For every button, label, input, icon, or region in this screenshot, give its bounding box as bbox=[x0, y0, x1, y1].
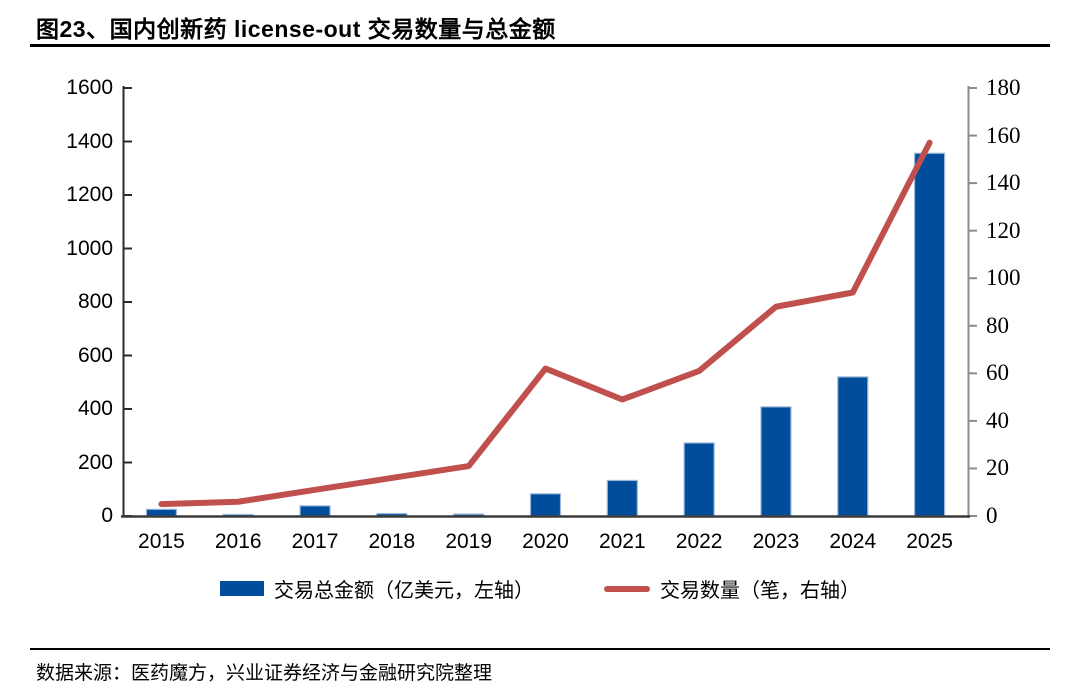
left-axis-tick-label: 1000 bbox=[66, 236, 113, 260]
left-axis-tick-label: 1400 bbox=[66, 129, 113, 153]
right-axis-tick-label: 60 bbox=[986, 360, 1009, 386]
line-series-swatch bbox=[604, 585, 650, 592]
x-axis-label-2022: 2022 bbox=[675, 530, 723, 553]
bar-2015 bbox=[145, 508, 178, 517]
left-axis-tick-label: 800 bbox=[77, 290, 113, 313]
figure-title: 图23、国内创新药 license-out 交易数量与总金额 bbox=[36, 16, 556, 42]
left-axis-tick-label: 1200 bbox=[66, 183, 113, 206]
data-source-note: 数据来源：医药魔方，兴业证券经济与金融研究院整理 bbox=[36, 663, 493, 684]
left-axis-tick-label: 200 bbox=[77, 450, 113, 474]
right-axis-tick-label: 0 bbox=[986, 503, 998, 528]
right-axis-tick-label: 20 bbox=[986, 455, 1009, 481]
bar-2023 bbox=[760, 406, 792, 517]
x-axis-label-2017: 2017 bbox=[291, 530, 339, 553]
bar-2025 bbox=[913, 152, 946, 517]
left-axis-tick-label: 600 bbox=[77, 343, 113, 367]
x-axis-label-2019: 2019 bbox=[445, 530, 493, 553]
right-axis-tick-label: 140 bbox=[986, 170, 1021, 196]
x-axis-label-2021: 2021 bbox=[598, 530, 646, 553]
right-axis-tick-label: 80 bbox=[986, 312, 1009, 338]
right-axis-tick-label: 40 bbox=[986, 407, 1009, 433]
x-axis-label-2024: 2024 bbox=[829, 530, 877, 553]
bar-2020 bbox=[529, 493, 562, 517]
chart-legend: 交易总金额（亿美元，左轴） 交易数量（笔，右轴） bbox=[0, 574, 1080, 603]
legend-item-amount: 交易总金额（亿美元，左轴） bbox=[220, 574, 534, 603]
bar-2024 bbox=[837, 376, 869, 517]
legend-label-amount: 交易总金额（亿美元，左轴） bbox=[274, 580, 534, 602]
title-underline bbox=[30, 44, 1050, 47]
bar-series-swatch bbox=[220, 581, 264, 596]
right-axis-tick-label: 160 bbox=[986, 122, 1021, 148]
left-axis-tick-label: 400 bbox=[77, 397, 113, 420]
legend-item-count: 交易数量（笔，右轴） bbox=[604, 574, 860, 603]
x-axis-label-2015: 2015 bbox=[138, 530, 185, 553]
x-axis-label-2016: 2016 bbox=[214, 530, 262, 553]
right-axis-tick-label: 100 bbox=[986, 265, 1021, 291]
chart-plot-svg bbox=[121, 86, 977, 518]
left-axis-tick-label: 1600 bbox=[66, 76, 113, 99]
combo-chart: 0 200 400 600 800 1000 1200 1400 1600 0 20 40 60 80 1… bbox=[0, 52, 1080, 572]
x-axis-label-2025: 2025 bbox=[906, 530, 953, 553]
footer-divider bbox=[30, 648, 1050, 650]
deal-count-line bbox=[158, 139, 933, 508]
right-axis-tick-label: 120 bbox=[986, 217, 1021, 243]
right-axis-tick-label: 180 bbox=[986, 75, 1021, 100]
bar-2021 bbox=[606, 479, 638, 517]
bar-2022 bbox=[683, 442, 715, 517]
x-axis-label-2023: 2023 bbox=[752, 530, 800, 553]
legend-label-count: 交易数量（笔，右轴） bbox=[660, 580, 860, 602]
x-axis-label-2020: 2020 bbox=[522, 530, 569, 553]
bar-2017 bbox=[299, 505, 331, 517]
left-axis-tick-label: 0 bbox=[101, 504, 113, 527]
x-axis-label-2018: 2018 bbox=[368, 530, 416, 553]
